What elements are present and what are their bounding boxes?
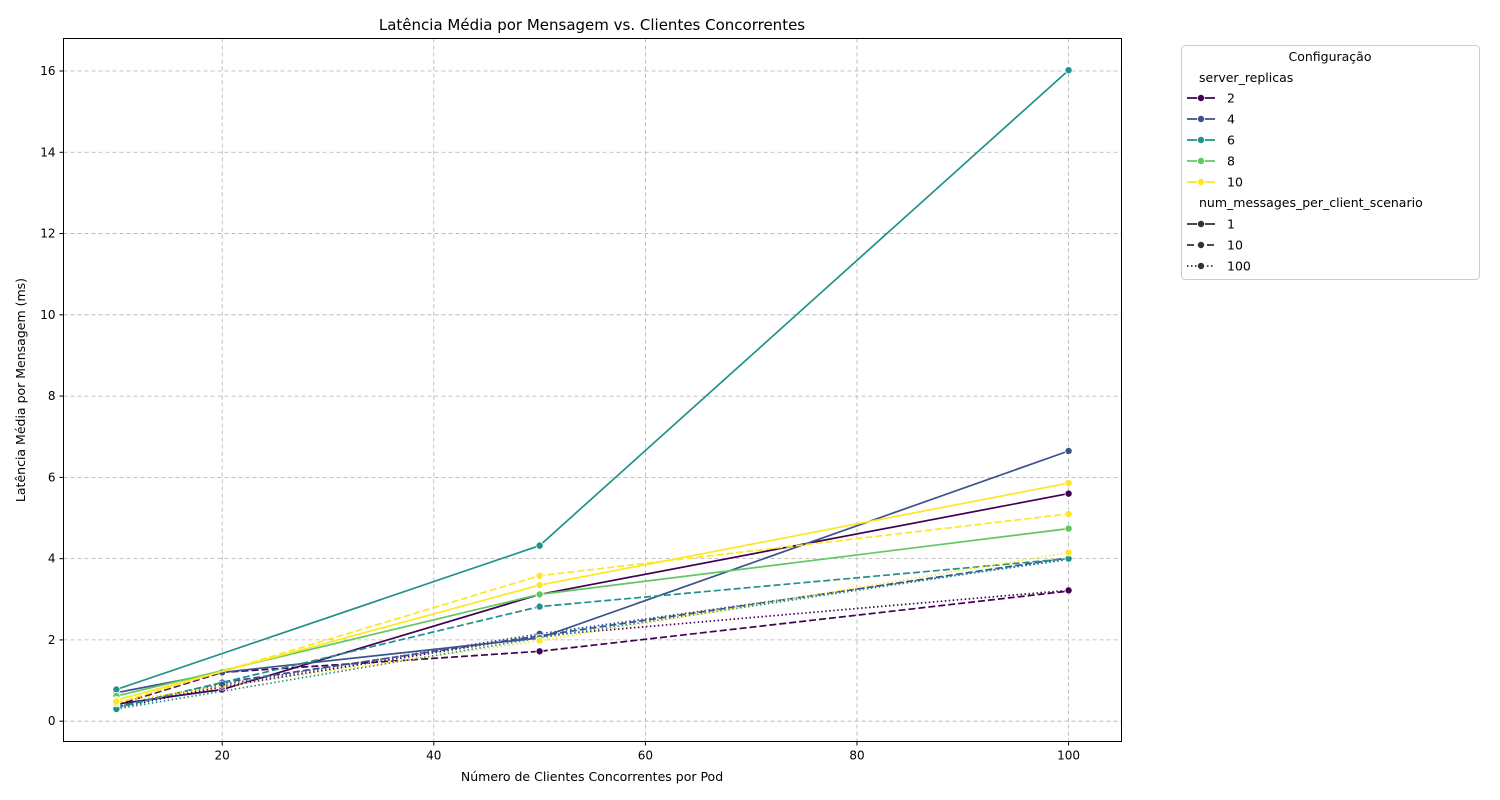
series-line — [116, 551, 1069, 703]
x-tick-label: 80 — [849, 749, 864, 763]
plot-frame — [63, 38, 1122, 742]
data-point — [1064, 509, 1073, 518]
legend-label: 10 — [1227, 238, 1243, 253]
y-tick-label: 6 — [48, 470, 56, 484]
legend-entry-replicas-6: 6 — [1187, 133, 1235, 148]
data-point — [1064, 548, 1073, 557]
legend-swatch-marker — [1197, 135, 1206, 144]
series-6-replicas-1-messages — [112, 66, 1073, 694]
legend-label: 1 — [1227, 217, 1235, 232]
data-point — [1064, 489, 1073, 498]
legend-entry-replicas-8: 8 — [1187, 154, 1235, 169]
y-tick-label: 16 — [40, 64, 55, 78]
y-axis-ticks: 0 2 4 6 8 10 12 14 16 — [40, 64, 64, 728]
legend-swatch-marker — [1197, 156, 1206, 165]
data-point — [1064, 446, 1073, 455]
legend-frame — [1181, 45, 1480, 280]
x-tick-label: 40 — [426, 749, 441, 763]
series-10-replicas-100-messages — [112, 548, 1073, 706]
x-tick-label: 20 — [215, 749, 230, 763]
data-point — [535, 541, 544, 550]
legend-label: 100 — [1227, 259, 1251, 274]
legend-label: 10 — [1227, 175, 1243, 190]
legend-swatch-marker — [1197, 219, 1206, 228]
data-point — [535, 602, 544, 611]
series-line — [116, 513, 1069, 705]
legend-swatch-marker — [1197, 115, 1206, 124]
data-point — [1064, 586, 1073, 595]
series-line — [116, 590, 1069, 706]
y-tick-label: 12 — [40, 227, 55, 241]
y-tick-label: 8 — [48, 389, 56, 403]
series-layer — [112, 66, 1073, 713]
legend-swatch-marker — [1197, 240, 1206, 249]
data-point — [535, 581, 544, 590]
chart-title: Latência Média por Mensagem vs. Clientes… — [379, 16, 805, 34]
series-2-replicas-10-messages — [112, 587, 1073, 709]
series-line — [116, 492, 1069, 705]
x-axis-ticks: 20 40 60 80 100 — [215, 741, 1080, 763]
legend: Configuração server_replicas 2 4 6 8 10 num_… — [1181, 45, 1480, 280]
legend-swatch-marker — [1197, 177, 1206, 186]
y-tick-label: 10 — [40, 308, 55, 322]
legend-label: 2 — [1227, 91, 1235, 106]
data-point — [535, 636, 544, 645]
legend-label: 8 — [1227, 154, 1235, 169]
legend-entry-messages-100: 100 — [1187, 259, 1251, 274]
data-point — [1064, 524, 1073, 533]
series-line — [116, 589, 1069, 709]
legend-entry-replicas-10: 10 — [1187, 175, 1243, 190]
data-point — [1064, 66, 1073, 75]
y-tick-label: 2 — [48, 633, 56, 647]
series-line — [116, 558, 1069, 707]
legend-swatch-marker — [1197, 261, 1206, 270]
data-point — [535, 647, 544, 656]
series-line — [116, 69, 1070, 691]
y-tick-label: 0 — [48, 714, 56, 728]
grid — [63, 38, 1122, 742]
legend-hue-title: server_replicas — [1199, 70, 1293, 85]
series-2-replicas-100-messages — [112, 586, 1073, 712]
legend-label: 6 — [1227, 133, 1235, 148]
series-line — [116, 557, 1069, 710]
y-axis-label: Latência Média por Mensagem (ms) — [13, 278, 28, 502]
legend-entry-messages-10: 10 — [1187, 238, 1243, 253]
legend-style-title: num_messages_per_client_scenario — [1199, 195, 1423, 210]
legend-swatch-marker — [1197, 94, 1206, 103]
legend-entry-messages-1: 1 — [1187, 217, 1235, 232]
data-point — [535, 590, 544, 599]
data-point — [535, 571, 544, 580]
y-tick-label: 14 — [40, 145, 55, 159]
x-axis-label: Número de Clientes Concorrentes por Pod — [461, 769, 723, 784]
legend-label: 4 — [1227, 112, 1235, 127]
x-tick-label: 100 — [1057, 749, 1080, 763]
legend-style-entries: 1 10 100 — [1187, 217, 1251, 274]
data-point — [1064, 479, 1073, 488]
y-tick-label: 4 — [48, 552, 56, 566]
legend-entry-replicas-4: 4 — [1187, 112, 1235, 127]
legend-entry-replicas-2: 2 — [1187, 91, 1235, 106]
data-point — [112, 697, 121, 706]
legend-hue-entries: 2 4 6 8 10 — [1187, 91, 1243, 190]
legend-title: Configuração — [1288, 49, 1371, 64]
series-line — [116, 527, 1069, 697]
x-tick-label: 60 — [638, 749, 653, 763]
